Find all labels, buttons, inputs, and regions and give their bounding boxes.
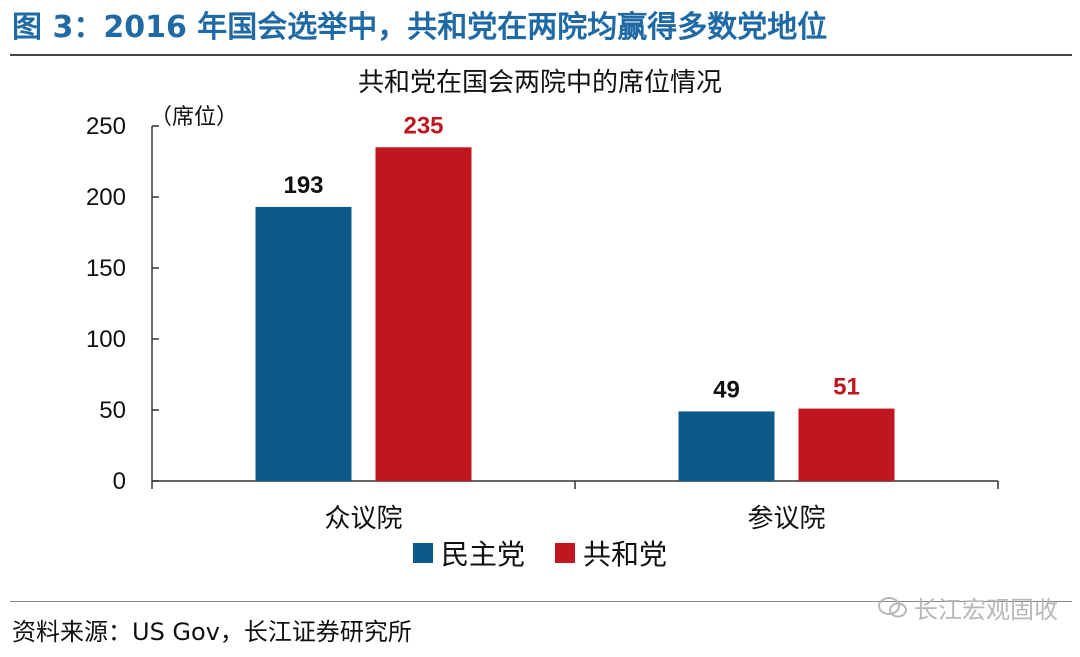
bottom-rule [10, 601, 1072, 602]
chart-labels: 193 235 众议院 49 51 参议院 [283, 112, 859, 534]
source-note: 资料来源：US Gov，长江证券研究所 [12, 618, 412, 646]
chart-title: 共和党在国会两院中的席位情况 [357, 68, 722, 98]
bar-1-0 [678, 411, 775, 481]
y-axis-unit-label: （席位） [150, 105, 239, 130]
x-category-label: 参议院 [747, 504, 825, 534]
watermark: 长江宏观固收 [878, 590, 1058, 625]
watermark-text: 长江宏观固收 [914, 596, 1058, 624]
data-label: 51 [833, 374, 860, 401]
legend-swatch-democrat [412, 543, 433, 563]
legend-label-republican: 共和党 [583, 538, 668, 571]
x-category-label: 众议院 [324, 504, 402, 534]
y-tick-label: 0 [113, 468, 126, 495]
legend-item-democrat: 民主党 [412, 533, 525, 573]
y-tick-label: 50 [99, 397, 126, 424]
top-rule [10, 54, 1072, 56]
y-tick-label: 200 [86, 184, 126, 211]
legend-item-republican: 共和党 [555, 533, 667, 573]
figure-title: 图 3：2016 年国会选举中，共和党在两院均赢得多数党地位 [12, 10, 828, 45]
chart-bars [255, 147, 895, 482]
legend-swatch-republican [555, 543, 575, 563]
bar-0-1 [375, 147, 472, 482]
bar-0-0 [255, 206, 352, 481]
data-label: 235 [403, 112, 443, 139]
y-tick-label: 250 [86, 113, 126, 140]
data-label: 193 [283, 172, 323, 199]
bar-1-1 [798, 408, 895, 481]
wechat-icon [878, 596, 907, 617]
y-tick-label: 150 [86, 255, 126, 282]
chart-legend: 民主党 共和党 [0, 533, 1080, 573]
data-label: 49 [713, 376, 740, 403]
legend-label-democrat: 民主党 [440, 538, 525, 571]
y-tick-label: 100 [86, 326, 126, 353]
